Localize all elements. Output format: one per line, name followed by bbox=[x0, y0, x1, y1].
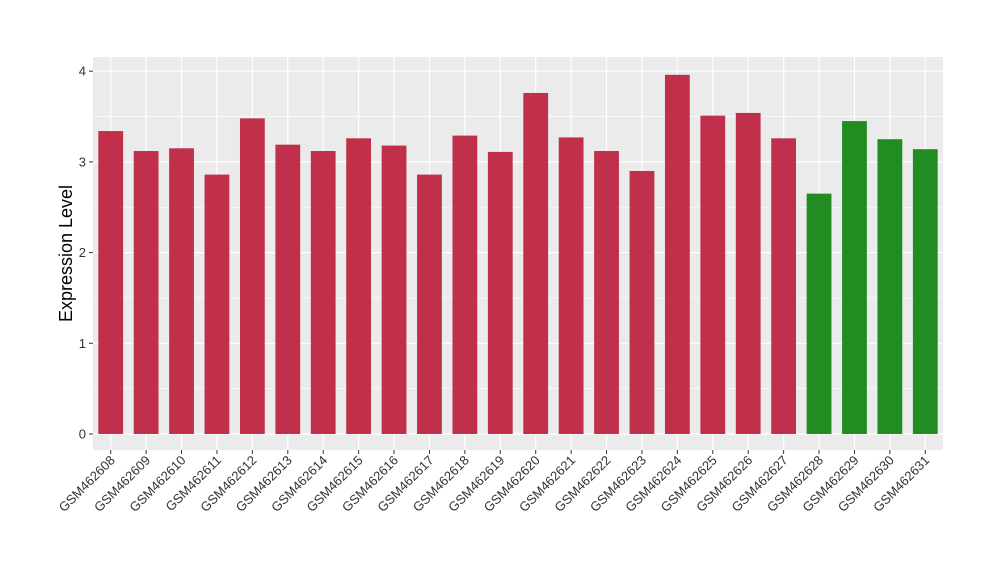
bar-GSM462630 bbox=[877, 139, 903, 434]
y-tick-label: 0 bbox=[79, 427, 86, 442]
y-axis: 0 1 2 3 4 bbox=[79, 64, 93, 442]
bar-GSM462622 bbox=[594, 151, 619, 435]
bar-GSM462609 bbox=[133, 151, 159, 435]
bar-GSM462615 bbox=[346, 138, 372, 434]
bar-GSM462616 bbox=[381, 145, 407, 434]
x-axis: GSM462608GSM462609GSM462610GSM462611GSM4… bbox=[56, 450, 932, 515]
y-tick-label: 4 bbox=[79, 64, 86, 79]
bar-GSM462624 bbox=[664, 74, 690, 434]
y-axis-title: Expression Level bbox=[56, 185, 76, 322]
y-tick-label: 1 bbox=[79, 336, 86, 351]
bar-GSM462612 bbox=[239, 118, 265, 434]
y-tick-label: 3 bbox=[79, 154, 86, 169]
bar-GSM462620 bbox=[523, 92, 549, 434]
bar-GSM462608 bbox=[98, 131, 124, 434]
y-tick-label: 2 bbox=[79, 245, 86, 260]
bars bbox=[98, 74, 938, 435]
bar-GSM462617 bbox=[417, 174, 442, 434]
bar-GSM462631 bbox=[912, 149, 938, 434]
bar-GSM462621 bbox=[558, 137, 584, 434]
bar-GSM462611 bbox=[204, 174, 230, 434]
bar-GSM462629 bbox=[842, 121, 867, 435]
bar-GSM462625 bbox=[700, 115, 726, 434]
bar-GSM462623 bbox=[629, 170, 655, 434]
bar-GSM462613 bbox=[275, 144, 301, 435]
bar-GSM462626 bbox=[735, 112, 761, 434]
bar-GSM462627 bbox=[771, 138, 797, 434]
bar-GSM462610 bbox=[169, 148, 194, 435]
bar-GSM462614 bbox=[310, 151, 336, 435]
bar-GSM462628 bbox=[806, 193, 832, 434]
bar-GSM462619 bbox=[487, 151, 513, 434]
plot-panel bbox=[93, 57, 943, 450]
bar-GSM462618 bbox=[452, 135, 478, 435]
